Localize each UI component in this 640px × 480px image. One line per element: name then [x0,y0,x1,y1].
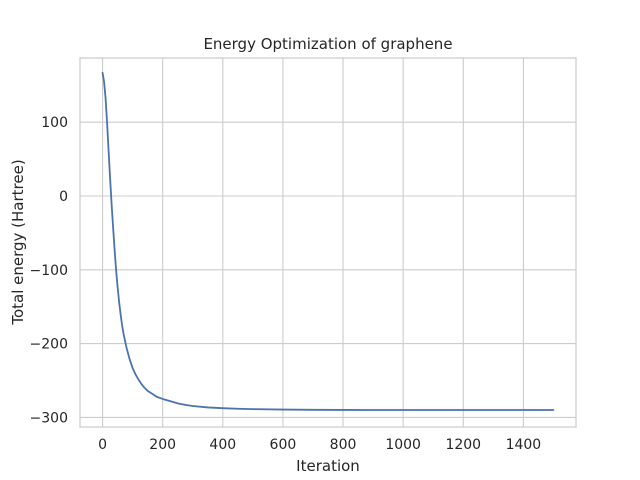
y-tick-label: 100 [41,115,68,131]
y-tick-label: −300 [30,410,68,426]
x-tick-label: 400 [209,437,236,453]
line-layer [101,71,555,411]
y-tick-label: −200 [30,337,68,353]
y-axis-label: Total energy (Hartree) [9,159,27,325]
y-tick-label: −100 [30,263,68,279]
grid-layer [80,58,576,427]
x-axis-label: Iteration [296,457,360,475]
x-tick-label: 1200 [445,437,481,453]
y-tick-label: 0 [59,189,68,205]
x-tick-label: 800 [330,437,357,453]
x-tick-label: 1000 [385,437,421,453]
x-tick-label: 1400 [506,437,542,453]
chart-title: Energy Optimization of graphene [203,35,452,53]
energy-series-line [101,71,555,411]
x-tick-label: 0 [98,437,107,453]
x-tick-label: 600 [270,437,297,453]
tick-layer: 0 200 400 600 800 1000 1200 14001000−100−200−30… [30,115,542,453]
x-tick-label: 200 [149,437,176,453]
plot-frame [79,57,577,428]
